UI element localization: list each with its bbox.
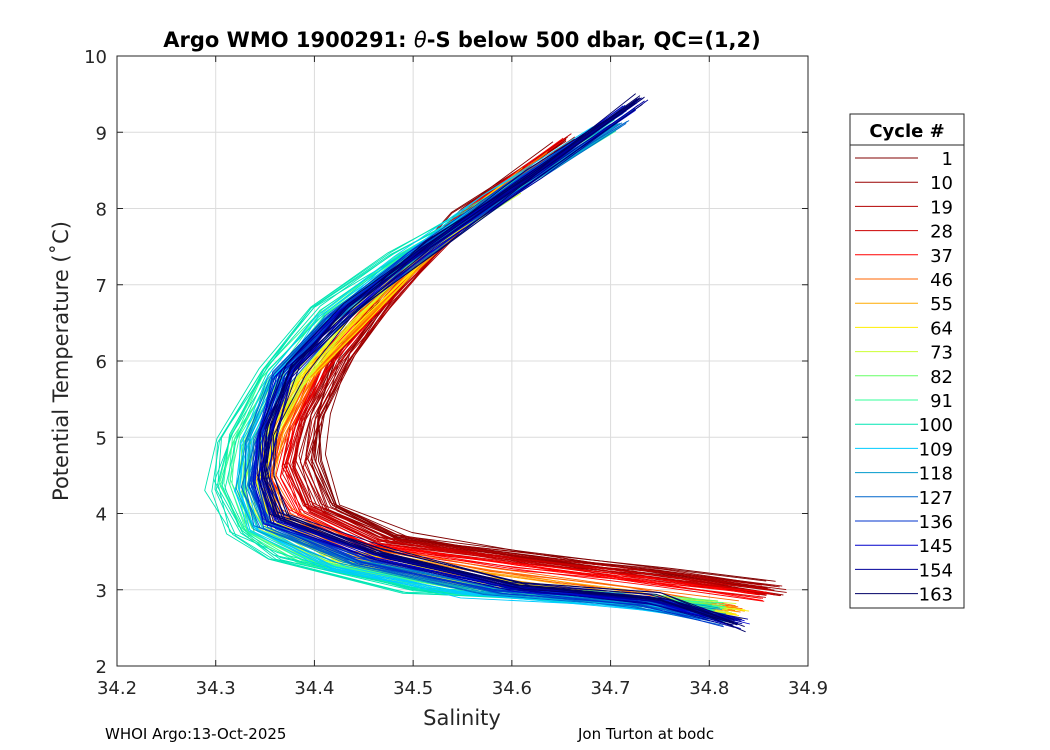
- profile-line-cycle-163: [273, 103, 746, 633]
- profile-line-cycle-109: [234, 130, 708, 621]
- legend-label: 10: [930, 173, 953, 194]
- profile-line-cycle-163: [261, 98, 732, 623]
- y-tick-label: 3: [96, 581, 107, 602]
- x-tick-label: 34.4: [294, 678, 334, 699]
- profile-line-cycle-100: [204, 122, 706, 612]
- x-tick-label: 34.3: [196, 678, 236, 699]
- legend-label: 136: [919, 512, 953, 533]
- legend-label: 109: [919, 439, 953, 460]
- legend-label: 73: [930, 343, 953, 364]
- data-lines: [204, 93, 787, 633]
- y-tick-label: 7: [96, 276, 107, 297]
- chart-title: Argo WMO 1900291: θ-S below 500 dbar, QC…: [163, 28, 760, 52]
- series-163: [256, 93, 746, 633]
- y-axis-label: Potential Temperature (˚C): [49, 221, 73, 501]
- profile-line-cycle-55: [274, 168, 745, 612]
- legend-label: 127: [919, 488, 953, 509]
- legend-label: 28: [930, 222, 953, 243]
- legend-label: 163: [919, 585, 953, 606]
- x-tick-label: 34.6: [492, 678, 532, 699]
- y-tick-label: 9: [96, 123, 107, 144]
- legend-label: 118: [919, 464, 953, 485]
- legend-title: Cycle #: [869, 121, 944, 142]
- y-tick-label: 6: [96, 352, 107, 373]
- y-tick-label: 2: [96, 657, 107, 678]
- legend-label: 19: [930, 197, 953, 218]
- profile-line-cycle-163: [266, 97, 738, 626]
- y-tick-label: 8: [96, 200, 107, 221]
- x-tick-label: 34.8: [689, 678, 729, 699]
- legend-label: 37: [930, 246, 953, 267]
- legend-label: 64: [930, 318, 953, 339]
- profile-line-cycle-28: [292, 133, 773, 591]
- x-tick-label: 34.5: [393, 678, 433, 699]
- x-axis-label: Salinity: [423, 706, 501, 730]
- footer-author: Jon Turton at bodc: [578, 725, 715, 743]
- legend-label: 1: [942, 149, 953, 170]
- axis-ticks: [116, 55, 809, 667]
- legend-label: 100: [919, 415, 953, 436]
- legend: Cycle # 1 10 19 28 37 46 55 64 73 82 91 100 109 118 12…: [849, 113, 965, 609]
- y-tick-labels: 2 3 4 5 6 7 8 9 10: [84, 47, 107, 678]
- legend-label: 82: [930, 367, 953, 388]
- y-tick-label: 10: [84, 47, 107, 68]
- legend-label: 145: [919, 536, 953, 557]
- profile-line-cycle-100: [211, 130, 700, 613]
- x-tick-labels: 34.2 34.3 34.4 34.5 34.6 34.7 34.8 34.9: [97, 678, 828, 699]
- legend-label: 91: [930, 391, 953, 412]
- x-tick-label: 34.9: [788, 678, 828, 699]
- y-tick-label: 5: [96, 428, 107, 449]
- x-tick-label: 34.2: [97, 678, 137, 699]
- x-tick-label: 34.7: [591, 678, 631, 699]
- legend-label: 46: [930, 270, 953, 291]
- legend-label: 154: [919, 560, 953, 581]
- legend-label: 55: [930, 294, 953, 315]
- footer-source: WHOI Argo:13-Oct-2025: [105, 725, 287, 743]
- y-tick-label: 4: [96, 505, 107, 526]
- legend-box: [849, 113, 965, 609]
